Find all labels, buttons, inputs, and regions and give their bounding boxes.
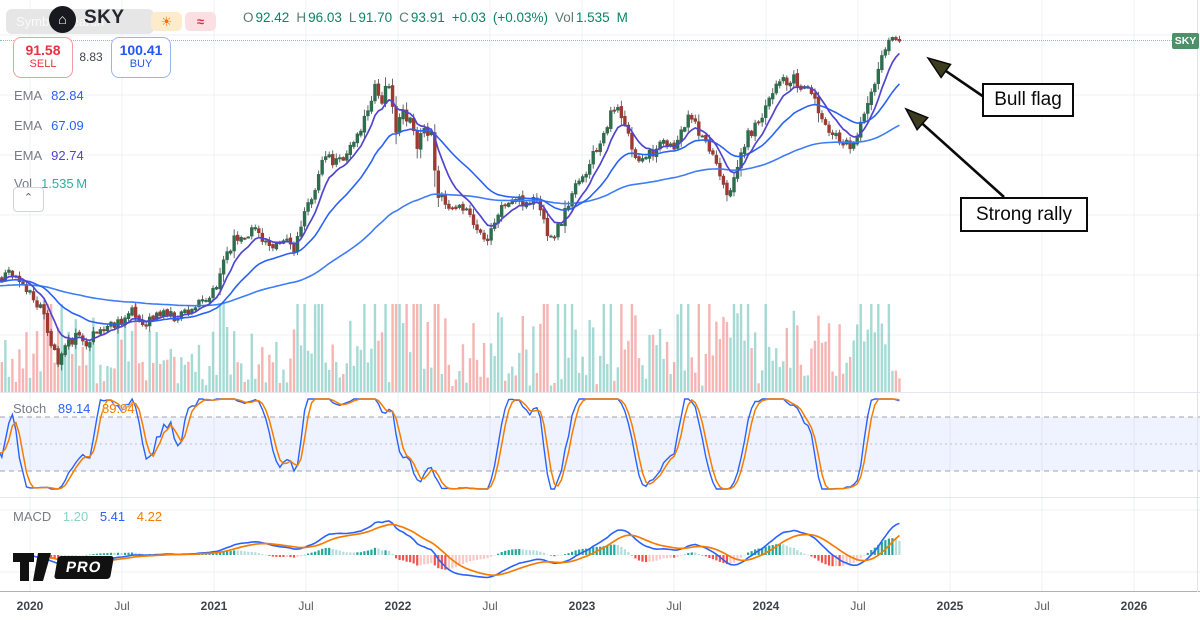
legend-ema-2[interactable]: EMA 67.09 — [14, 118, 84, 133]
stoch-label: Stoch — [13, 401, 47, 416]
time-tick-jul: Jul — [1034, 599, 1050, 613]
stoch-legend[interactable]: Stoch 89.14 89.94 — [13, 401, 135, 416]
macd-line-value: 5.41 — [99, 509, 126, 524]
high-value: 96.03 — [308, 10, 342, 25]
time-tick-2021: 2021 — [200, 599, 228, 613]
change-pct: (+0.03%) — [492, 10, 549, 25]
annotation-strong-rally[interactable]: Strong rally — [960, 197, 1088, 232]
tradingview-pro-logo[interactable]: PRO — [12, 548, 114, 586]
macd-signal-value: 4.22 — [136, 509, 163, 524]
ohlc-readout: O 92.42 H 96.03 L 91.70 C 93.91 +0.03 (+0.03%) Vol… — [243, 10, 635, 25]
time-axis[interactable]: 2020 Jul 2021 Jul 2022 Jul 2023 Jul 2024 Jul 2025 J… — [0, 592, 1200, 624]
time-tick-2022: 2022 — [384, 599, 412, 613]
close-label: C — [399, 10, 409, 25]
price-scale-symbol-badge: SKY — [1172, 33, 1199, 49]
change-value: +0.03 — [451, 10, 486, 25]
time-tick-jul: Jul — [298, 599, 314, 613]
sell-price: 91.58 — [25, 42, 61, 58]
chart-canvas[interactable] — [0, 0, 1200, 592]
open-label: O — [243, 10, 254, 25]
spread-value: 8.83 — [79, 50, 103, 64]
time-tick-2025: 2025 — [936, 599, 964, 613]
low-value: 91.70 — [358, 10, 393, 25]
vol-unit: M — [616, 10, 628, 25]
pane-separator-stoch[interactable] — [0, 392, 1200, 393]
symbol-title[interactable]: SKY — [84, 7, 125, 28]
pro-badge: PRO — [53, 555, 114, 579]
time-tick-jul: Jul — [666, 599, 682, 613]
buy-price: 100.41 — [119, 42, 163, 58]
symbol-search-ghost: Symbol Search — [6, 9, 154, 34]
ema3-value: 92.74 — [51, 148, 84, 163]
symbol-logo[interactable]: ⌂ — [49, 6, 76, 33]
vol-label: Vol — [555, 10, 574, 25]
pane-separator-macd[interactable] — [0, 497, 1200, 498]
legend-ema-1[interactable]: EMA 82.84 — [14, 88, 84, 103]
ema3-label: EMA — [14, 148, 43, 163]
ema1-label: EMA — [14, 88, 43, 103]
sell-button[interactable]: 91.58 SELL — [13, 37, 73, 78]
macd-legend[interactable]: MACD 1.20 5.41 4.22 — [13, 509, 162, 524]
low-label: L — [348, 10, 357, 25]
high-label: H — [296, 10, 307, 25]
tradingview-icon — [13, 553, 51, 581]
extended-hours-icon: ≈ — [185, 12, 216, 31]
annotation-bull-flag[interactable]: Bull flag — [982, 83, 1074, 117]
volume-value: 1.535 M — [41, 176, 88, 191]
legend-ema-3[interactable]: EMA 92.74 — [14, 148, 84, 163]
buy-label: BUY — [129, 58, 153, 70]
legend-collapse-button[interactable]: ⌃ — [13, 187, 44, 212]
buy-button[interactable]: 100.41 BUY — [111, 37, 171, 78]
stoch-d-value: 89.94 — [102, 401, 135, 416]
premarket-sun-icon: ☀ — [151, 12, 182, 31]
close-value: 93.91 — [410, 10, 445, 25]
ema1-value: 82.84 — [51, 88, 84, 103]
time-tick-2023: 2023 — [568, 599, 596, 613]
vol-value: 1.535 — [575, 10, 610, 25]
time-tick-jul: Jul — [114, 599, 130, 613]
time-tick-2026: 2026 — [1120, 599, 1148, 613]
time-tick-2020: 2020 — [16, 599, 44, 613]
macd-label: MACD — [13, 509, 52, 524]
ema2-value: 67.09 — [51, 118, 84, 133]
macd-hist-value: 1.20 — [62, 509, 89, 524]
time-tick-2024: 2024 — [752, 599, 780, 613]
time-tick-jul: Jul — [482, 599, 498, 613]
right-scale-border — [1197, 0, 1198, 592]
ema2-label: EMA — [14, 118, 43, 133]
current-price-line — [0, 40, 1174, 41]
open-value: 92.42 — [255, 10, 290, 25]
sell-label: SELL — [29, 58, 57, 70]
time-tick-jul: Jul — [850, 599, 866, 613]
stoch-k-value: 89.14 — [57, 401, 91, 416]
